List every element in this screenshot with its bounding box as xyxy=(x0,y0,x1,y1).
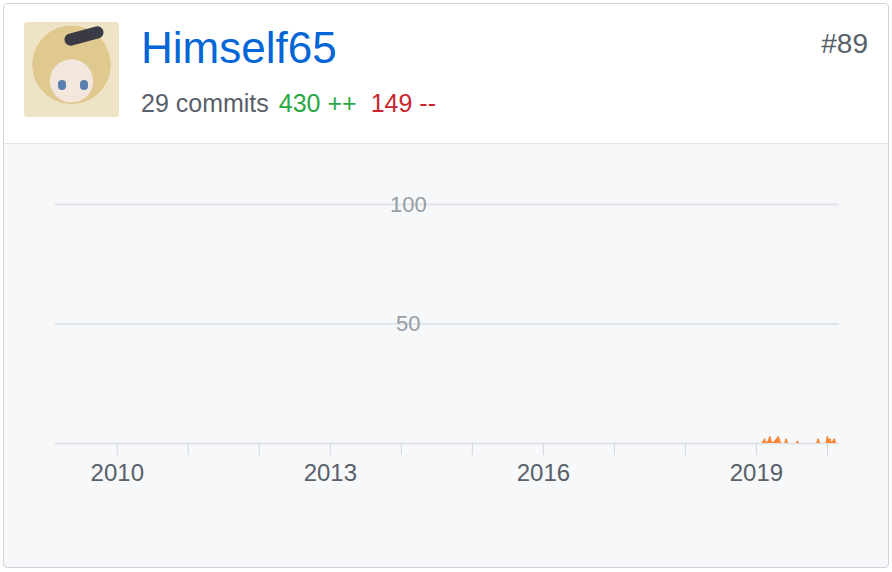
svg-text:100: 100 xyxy=(390,192,427,217)
svg-text:50: 50 xyxy=(396,311,420,336)
html-text:#89: #89 xyxy=(821,28,868,59)
svg-text:2010: 2010 xyxy=(91,459,144,486)
svg-text:2013: 2013 xyxy=(304,459,357,486)
svg-text:2016: 2016 xyxy=(517,459,570,486)
html-text:149 --: 149 -- xyxy=(370,89,436,117)
html-text:Himself65: Himself65 xyxy=(141,23,337,72)
svg-text:2019: 2019 xyxy=(730,459,783,486)
html-text:29 commits 430 ++: 29 commits 430 ++ xyxy=(141,89,357,117)
